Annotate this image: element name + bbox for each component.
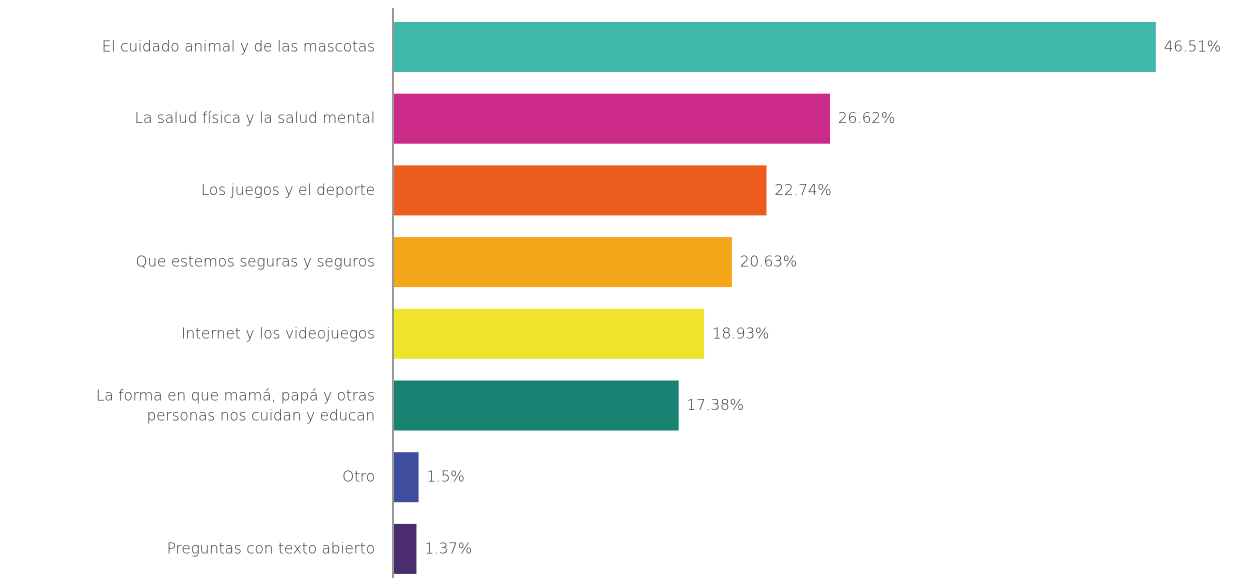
value-label: 26.62% xyxy=(838,109,895,127)
category-label: Preguntas con texto abierto xyxy=(167,539,375,557)
value-label: 1.37% xyxy=(424,539,472,557)
bar xyxy=(394,308,705,359)
value-label: 1.5% xyxy=(427,468,465,486)
value-label: 46.51% xyxy=(1164,38,1221,56)
category-label: Los juegos y el deporte xyxy=(201,181,375,199)
bar xyxy=(394,22,1156,72)
category-label: Otro xyxy=(342,468,375,486)
bar xyxy=(394,165,767,216)
category-label: La forma en que mamá, papá y otras person… xyxy=(96,386,375,424)
bar xyxy=(394,523,417,574)
value-label: 17.38% xyxy=(687,396,744,414)
value-label: 18.93% xyxy=(712,324,769,342)
category-label: El cuidado animal y de las mascotas xyxy=(102,38,375,56)
bar xyxy=(394,380,679,431)
category-label: La salud física y la salud mental xyxy=(135,109,375,127)
bar xyxy=(394,452,419,503)
category-label: Que estemos seguras y seguros xyxy=(136,253,375,271)
category-label: Internet y los videojuegos xyxy=(181,324,375,342)
bar xyxy=(394,93,831,144)
bar xyxy=(394,237,732,288)
value-label: 20.63% xyxy=(740,253,797,271)
value-label: 22.74% xyxy=(774,181,831,199)
